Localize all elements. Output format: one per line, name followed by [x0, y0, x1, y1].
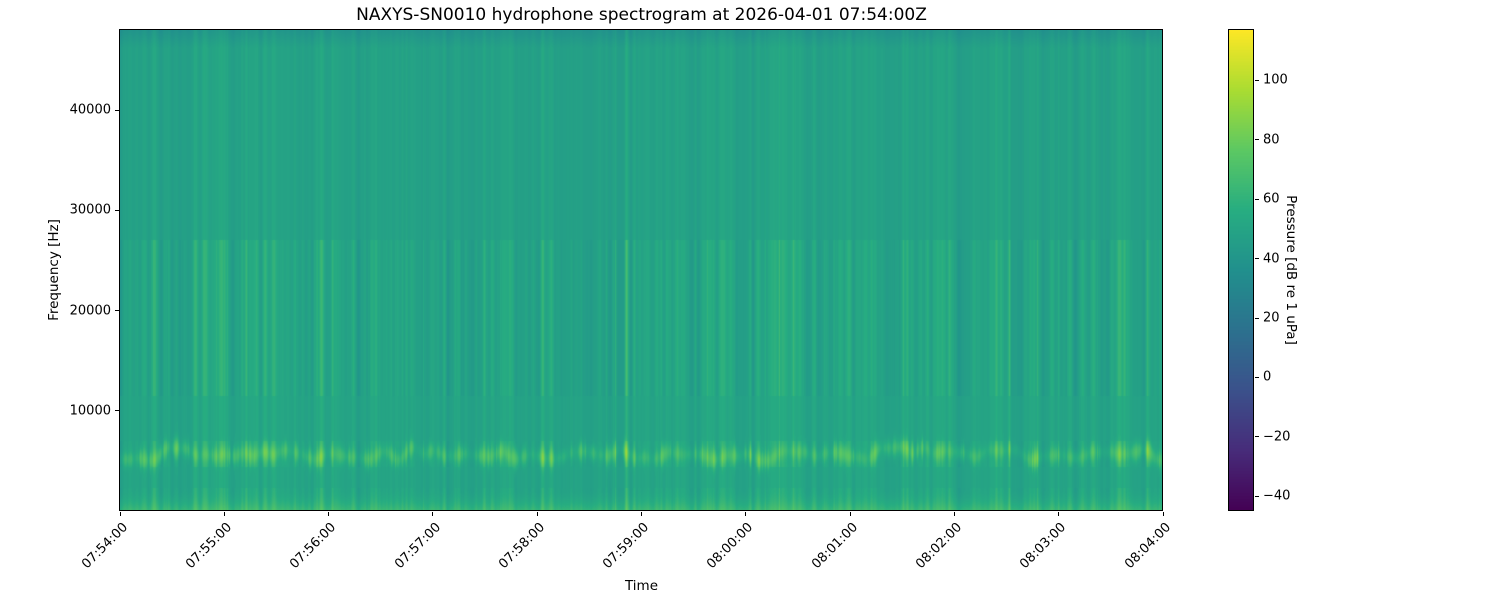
colorbar-tick-label: −20 — [1263, 429, 1291, 445]
y-axis-label: Frequency [Hz] — [46, 219, 62, 321]
y-tick-label: 10000 — [69, 403, 111, 419]
colorbar-tick-label: 40 — [1263, 251, 1280, 267]
colorbar-tick-mark — [1255, 436, 1259, 438]
y-tick-label: 40000 — [69, 102, 111, 118]
spectrogram-heatmap-canvas — [120, 30, 1163, 511]
y-tick-label: 30000 — [69, 202, 111, 218]
x-tick-mark — [1058, 512, 1060, 516]
x-tick-label: 08:03:00 — [1017, 520, 1070, 572]
colorbar-tick-mark — [1255, 79, 1259, 81]
colorbar-tick-label: −40 — [1263, 488, 1291, 504]
x-tick-label: 07:56:00 — [287, 520, 340, 572]
x-tick-label: 07:57:00 — [391, 520, 444, 572]
colorbar-tick-label: 0 — [1263, 369, 1272, 385]
colorbar-tick-label: 20 — [1263, 310, 1280, 326]
x-tick-label: 08:04:00 — [1121, 520, 1174, 572]
x-tick-mark — [223, 512, 225, 516]
x-tick-mark — [641, 512, 642, 516]
x-tick-mark — [432, 512, 434, 516]
x-tick-label: 08:02:00 — [913, 520, 966, 572]
x-tick-label: 07:54:00 — [78, 520, 131, 572]
x-axis-label: Time — [624, 578, 659, 594]
y-tick-mark — [115, 209, 119, 211]
colorbar-tick-label: 60 — [1263, 191, 1280, 207]
colorbar-tick-mark — [1255, 198, 1259, 200]
colorbar-tick-mark — [1255, 139, 1259, 141]
x-tick-mark — [953, 512, 955, 516]
y-tick-mark — [115, 410, 119, 412]
colorbar-tick-mark — [1255, 258, 1259, 260]
y-tick-mark — [115, 109, 119, 111]
colorbar-tick-label: 100 — [1263, 72, 1288, 88]
chart-title: NAXYS-SN0010 hydrophone spectrogram at 2… — [356, 5, 927, 25]
x-tick-label: 08:00:00 — [704, 520, 757, 572]
x-tick-label: 08:01:00 — [808, 520, 861, 572]
colorbar-tick-mark — [1255, 495, 1259, 497]
x-tick-label: 07:59:00 — [600, 520, 653, 572]
y-tick-label: 20000 — [69, 303, 111, 319]
x-tick-label: 07:58:00 — [495, 520, 548, 572]
colorbar-tick-mark — [1255, 376, 1259, 378]
x-tick-label: 07:55:00 — [183, 520, 235, 572]
y-tick-mark — [115, 310, 119, 312]
x-tick-mark — [745, 512, 747, 516]
colorbar-tick-mark — [1255, 317, 1259, 319]
x-tick-mark — [536, 512, 538, 516]
colorbar-label: Pressure [dB re 1 uPa] — [1283, 195, 1299, 345]
colorbar-gradient-canvas — [1229, 30, 1254, 511]
x-tick-mark — [849, 512, 851, 516]
x-tick-mark — [119, 512, 121, 516]
x-tick-mark — [328, 512, 330, 516]
colorbar-tick-label: 80 — [1263, 132, 1280, 148]
x-tick-mark — [1162, 512, 1164, 516]
